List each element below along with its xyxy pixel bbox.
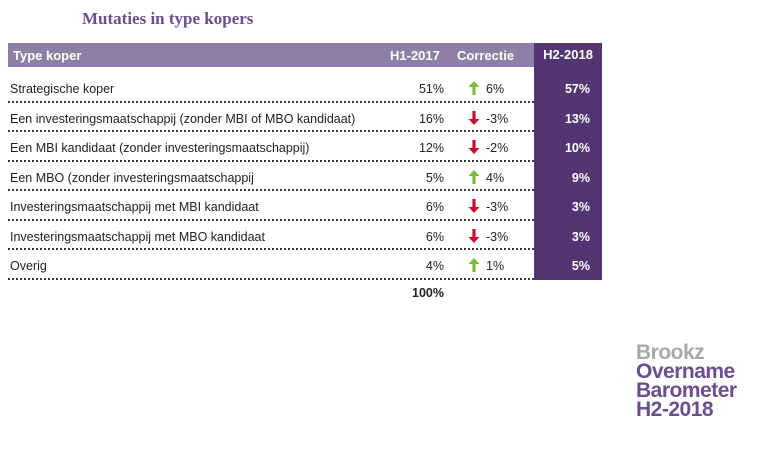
row-h2-value: 3%: [571, 229, 590, 244]
row-type: Een MBO (zonder investeringsmaatschappij: [10, 170, 254, 185]
header-h2: H2-2018: [534, 43, 602, 67]
row-h2-value: 13%: [564, 111, 590, 126]
table-row: Een MBI kandidaat (zonder investeringsma…: [8, 130, 602, 162]
table-row: Strategische koper 51% 6% 57%: [8, 67, 602, 103]
arrow-down-icon: [468, 228, 480, 243]
row-correction: 1%: [486, 259, 505, 273]
table-body: Strategische koper 51% 6% 57% Een investerin…: [8, 67, 602, 280]
header-type: Type koper: [13, 48, 82, 63]
brand-line-3: Barometer: [636, 379, 737, 402]
row-h2-value: 10%: [564, 141, 590, 155]
row-type: Investeringsmaatschappij met MBO kandida…: [10, 229, 265, 244]
page-title: Mutaties in type kopers: [82, 9, 254, 28]
row-h1-value: 16%: [418, 111, 444, 126]
row-correction: 6%: [486, 82, 505, 96]
table-row: Investeringsmaatschappij met MBI kandida…: [8, 189, 602, 221]
arrow-down-icon: [468, 199, 480, 213]
row-h2-value: 57%: [564, 82, 590, 96]
row-h2-cell: 5%: [534, 248, 602, 280]
row-h2-cell: 3%: [534, 189, 602, 221]
row-h2-value: 9%: [571, 170, 590, 185]
row-h1-value: 6%: [425, 229, 444, 244]
row-h2-cell: 9%: [534, 159, 602, 191]
arrow-up-icon: [468, 81, 480, 95]
header-h1: H1-2017: [390, 48, 440, 63]
arrow-down-icon: [468, 110, 480, 125]
row-type: Een MBI kandidaat (zonder investeringsma…: [10, 141, 310, 155]
brand-logo: Brookz Overname Barometer H2-2018: [636, 341, 737, 421]
header-correction: Correctie: [457, 48, 515, 63]
row-h1-value: 4%: [425, 259, 444, 273]
row-h1-value: 51%: [418, 82, 444, 96]
row-type: Een investeringsmaatschappij (zonder MBI…: [10, 111, 356, 126]
brand-line-4: H2-2018: [636, 398, 714, 421]
row-type: Investeringsmaatschappij met MBI kandida…: [10, 200, 259, 214]
total-value: 100%: [412, 286, 444, 300]
row-h2-cell: 13%: [534, 100, 602, 132]
row-correction: -3%: [486, 200, 509, 214]
table-row: Een investeringsmaatschappij (zonder MBI…: [8, 100, 602, 132]
table-row: Investeringsmaatschappij met MBO kandida…: [8, 218, 602, 250]
row-h1-value: 12%: [418, 141, 444, 155]
row-h2-cell: 3%: [534, 218, 602, 250]
row-correction: 4%: [486, 170, 505, 185]
arrow-up-icon: [468, 258, 480, 272]
row-h2-cell: 10%: [534, 130, 602, 162]
row-type: Overig: [10, 259, 47, 273]
row-h2-value: 3%: [571, 200, 590, 214]
table-row: Een MBO (zonder investeringsmaatschappij…: [8, 159, 602, 191]
row-type: Strategische koper: [10, 82, 115, 96]
row-correction: -2%: [486, 141, 509, 155]
row-h1-value: 5%: [425, 170, 444, 185]
row-h2-value: 5%: [571, 259, 590, 273]
brand-line-1: Brookz: [636, 341, 705, 364]
table-row: Overig 4% 1% 5%: [8, 248, 602, 280]
buyer-type-table: Type koper H1-2017 Correctie H2-2018 Str…: [8, 43, 602, 280]
arrow-up-icon: [468, 169, 480, 184]
row-correction: -3%: [486, 229, 509, 244]
row-correction: -3%: [486, 111, 509, 126]
arrow-down-icon: [468, 140, 480, 154]
brand-line-2: Overname: [636, 360, 735, 383]
row-h1-value: 6%: [425, 200, 444, 214]
row-h2-cell: 57%: [534, 67, 602, 103]
table-header: Type koper H1-2017 Correctie H2-2018: [8, 43, 602, 67]
